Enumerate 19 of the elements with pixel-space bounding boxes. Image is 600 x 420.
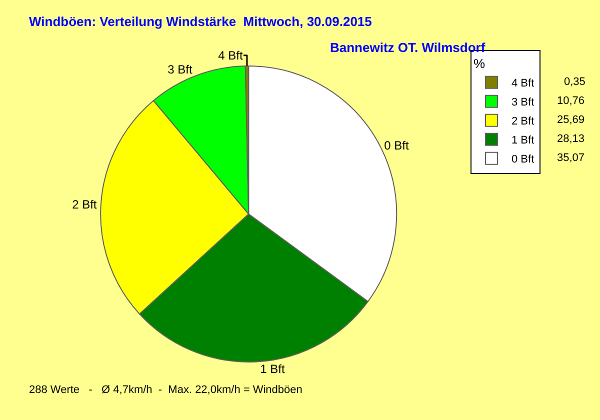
legend-label: 3 Bft bbox=[512, 96, 534, 109]
slice-label: 2 Bft bbox=[72, 197, 98, 212]
data-label: 28,13 bbox=[557, 133, 585, 145]
data-label: 10,76 bbox=[557, 95, 585, 107]
chart-title: Windböen: Verteilung Windstärke Mittwoch, 30.09.2015 bbox=[29, 14, 372, 29]
data-label: 35,07 bbox=[557, 152, 585, 164]
legend-label: 4 Bft bbox=[512, 78, 534, 90]
chart-subtitle: Bannewitz OT. Wilmsdorf bbox=[330, 40, 486, 55]
data-label: 0,35 bbox=[564, 76, 586, 88]
slice-label: 3 Bft bbox=[168, 62, 193, 76]
data-label: 25,69 bbox=[557, 114, 585, 126]
legend-title: % bbox=[474, 56, 486, 71]
slice-label: 1 Bft bbox=[260, 362, 286, 376]
text: 288 Werte - Ø 4,7km/h - Max. 22,0km/h = Windböen bbox=[29, 384, 302, 396]
legend-label: 0 Bft bbox=[512, 154, 534, 166]
legend-label: 1 Bft bbox=[512, 134, 534, 147]
slice-label: 0 Bft bbox=[384, 138, 410, 153]
slice-label: 4 Bft bbox=[218, 48, 244, 62]
legend-label: 2 Bft bbox=[512, 116, 534, 128]
